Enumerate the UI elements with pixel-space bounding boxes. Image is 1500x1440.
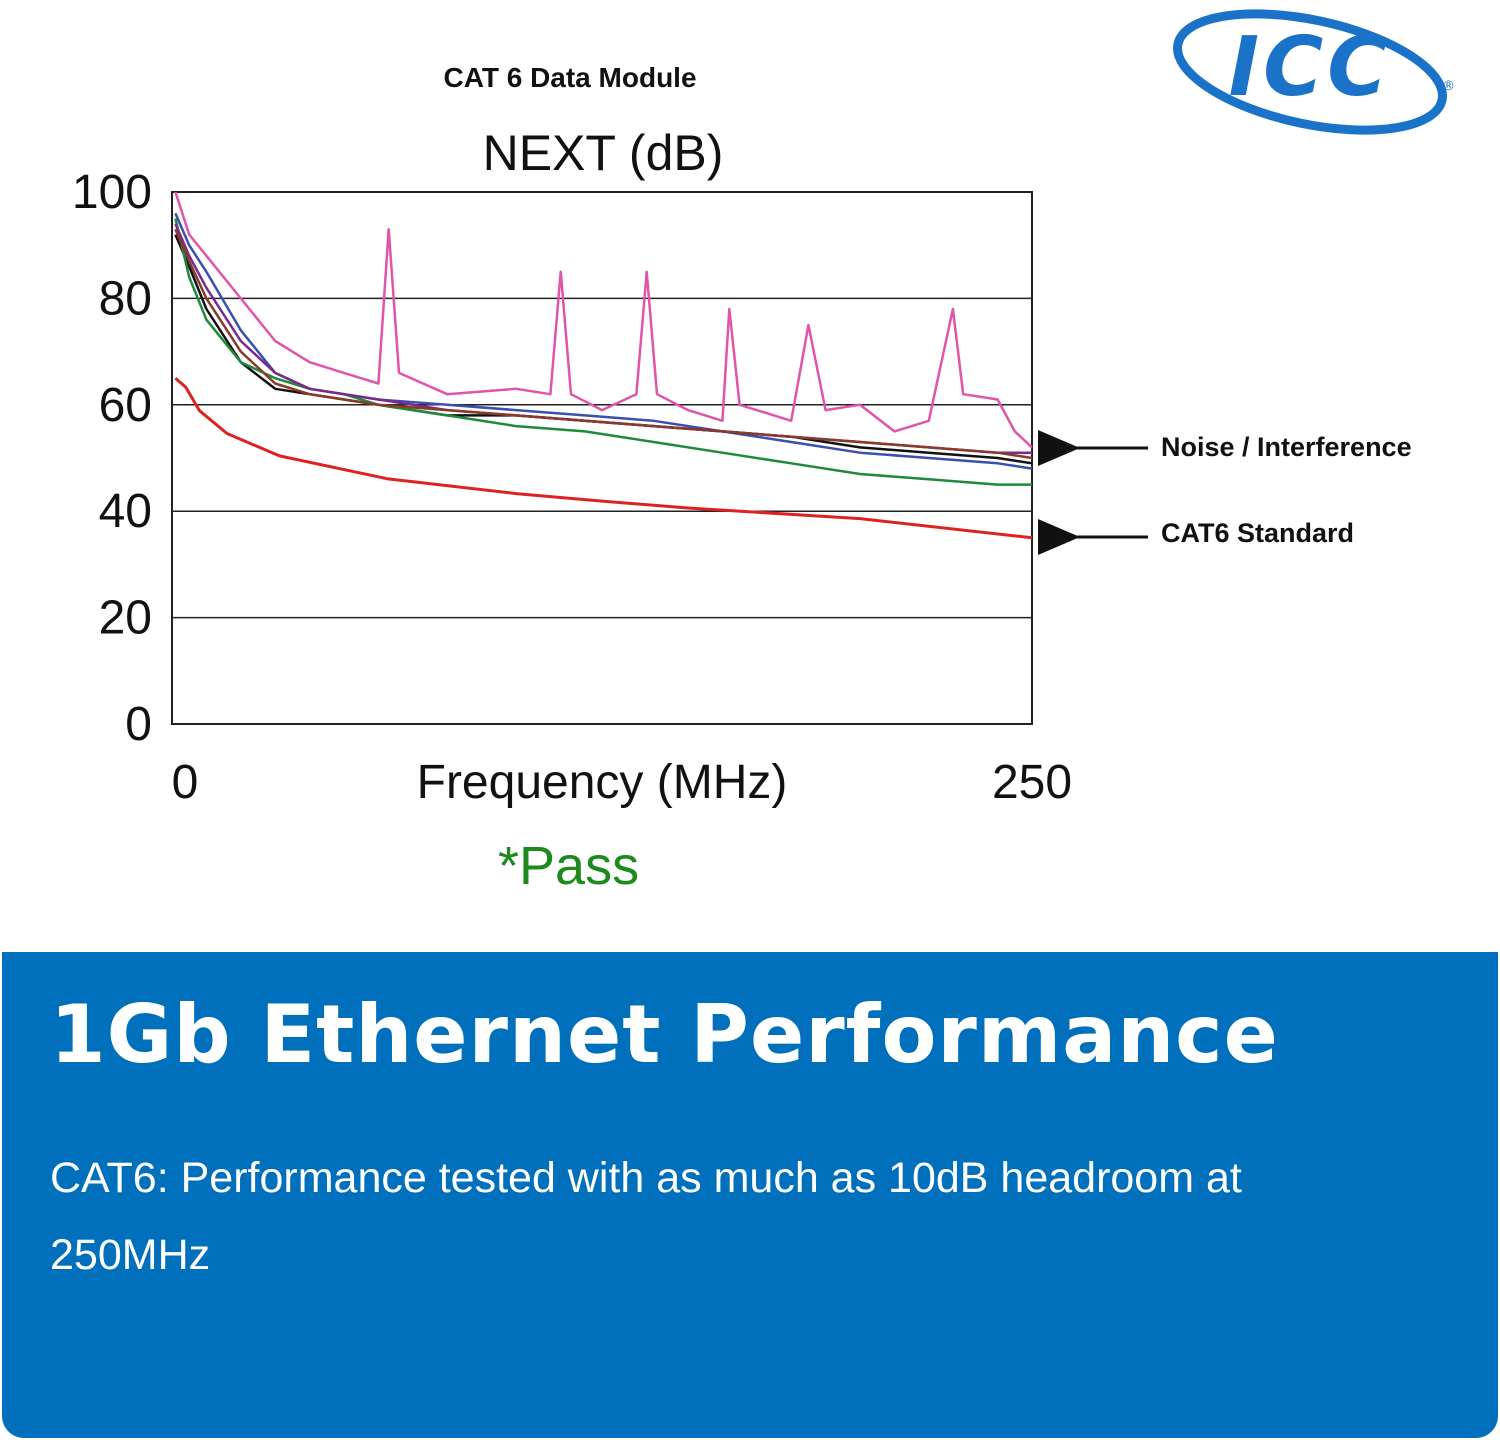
cat6-standard-line bbox=[174, 377, 1033, 540]
y-axis-ticks: 100 80 60 40 20 0 bbox=[72, 166, 152, 751]
y-tick-label: 40 bbox=[99, 485, 152, 538]
logo-swoosh bbox=[1173, 9, 1447, 135]
pass-label: *Pass bbox=[498, 836, 640, 896]
x-tick-250: 250 bbox=[992, 756, 1072, 809]
y-tick-label: 0 bbox=[125, 698, 152, 751]
chart-annotations: Noise / Interference CAT6 Standard bbox=[1038, 430, 1412, 555]
y-tick-label: 60 bbox=[99, 379, 152, 432]
logo-registered-mark: ® bbox=[1442, 79, 1455, 94]
y-tick-label: 20 bbox=[99, 592, 152, 645]
banner-title: 1Gb Ethernet Performance bbox=[50, 988, 1279, 1081]
x-axis-label: Frequency (MHz) bbox=[417, 756, 788, 809]
noise-series-line-1 bbox=[174, 212, 1033, 470]
noise-annotation: Noise / Interference bbox=[1161, 432, 1412, 462]
y-tick-label: 100 bbox=[72, 166, 152, 219]
icc-logo: ICC ® bbox=[1173, 9, 1455, 135]
y-tick-label: 80 bbox=[99, 272, 152, 325]
chart-title: NEXT (dB) bbox=[483, 125, 724, 181]
noise-series-line-0 bbox=[174, 191, 1033, 449]
noise-series-line-5 bbox=[174, 228, 1033, 460]
noise-series-line-3 bbox=[174, 218, 1032, 486]
next-chart: NEXT (dB) 100 80 60 40 20 0 0 Frequency (MHz)… bbox=[72, 125, 1072, 809]
module-title: CAT 6 Data Module bbox=[443, 62, 697, 93]
x-tick-0: 0 bbox=[172, 756, 199, 809]
info-banner: 1Gb Ethernet Performance CAT6: Performan… bbox=[2, 952, 1498, 1438]
series-layer bbox=[174, 191, 1033, 540]
banner-body: CAT6: Performance tested with as much as… bbox=[50, 1154, 1242, 1279]
chart-grid bbox=[172, 297, 1032, 619]
logo-text: ICC bbox=[1229, 20, 1392, 115]
standard-annotation: CAT6 Standard bbox=[1161, 518, 1354, 548]
